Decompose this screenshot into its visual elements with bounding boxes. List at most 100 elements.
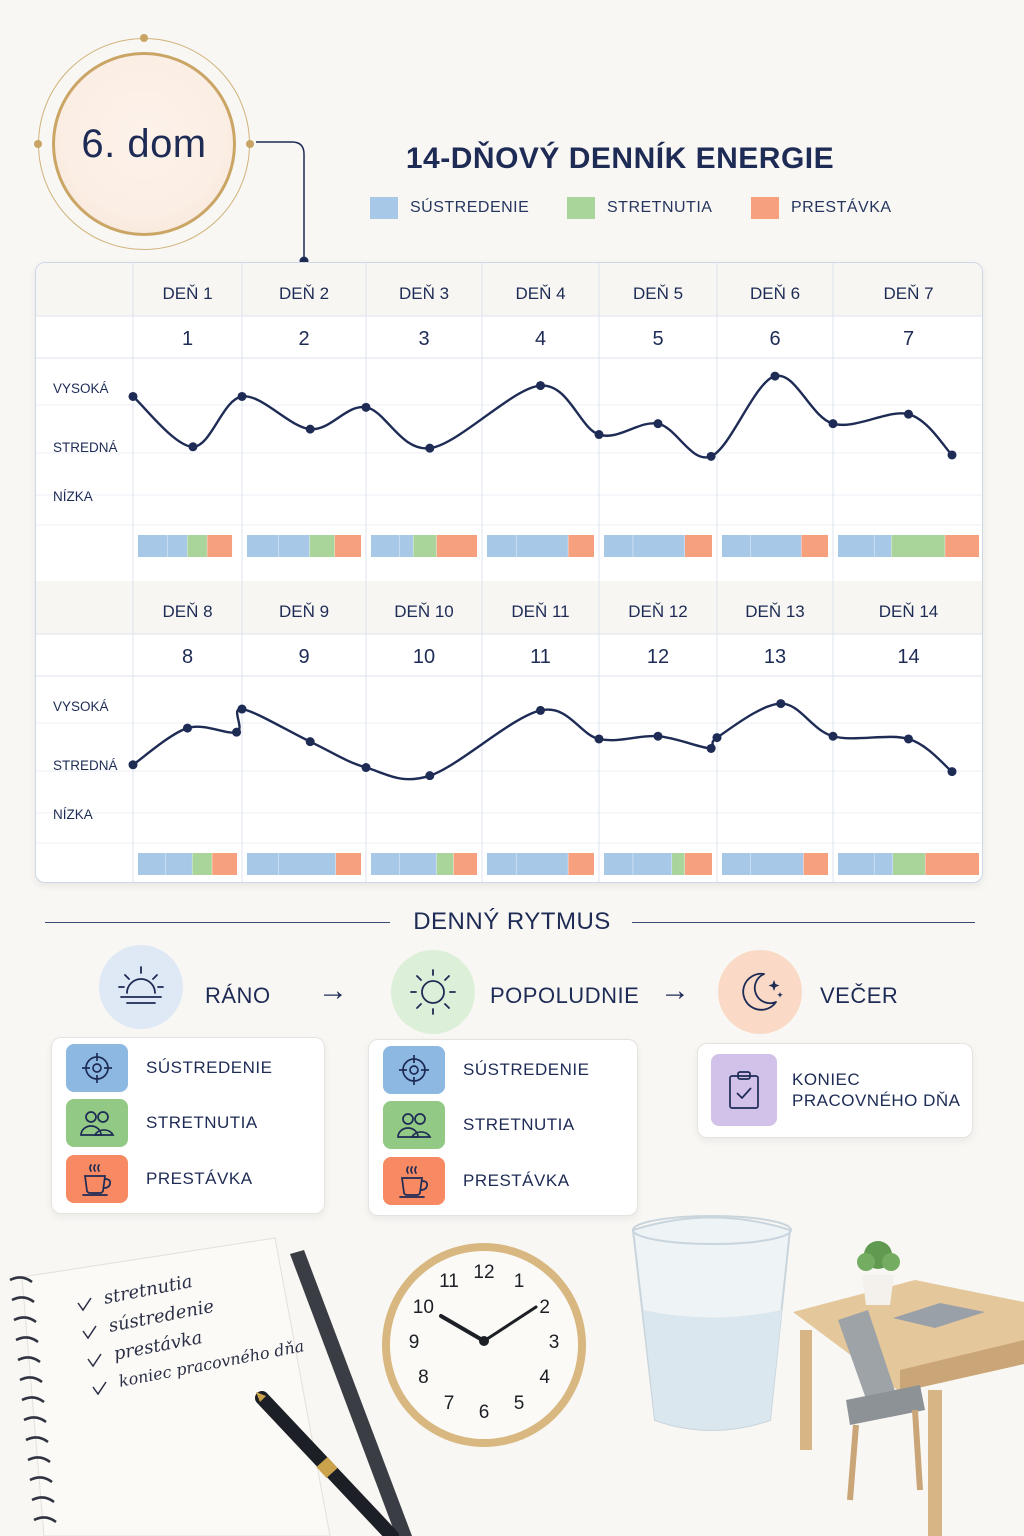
morning-item-meetings-label: STRETNUTIA <box>146 1113 258 1132</box>
notebook-illustration <box>9 1237 412 1536</box>
activity-segment <box>685 535 712 557</box>
activity-segment <box>436 853 454 875</box>
clock-number: 1 <box>513 1271 525 1293</box>
energy-point <box>828 731 838 741</box>
evening-item-line2: PRACOVNÉHO DŇA <box>792 1091 961 1110</box>
desk-scene-illustration <box>9 1215 1024 1536</box>
phase-evening-label: VEČER <box>820 983 899 1008</box>
day-number: 3 <box>418 328 429 350</box>
energy-point <box>653 419 663 429</box>
house-badge: 6. dom <box>34 34 254 250</box>
day-number: 12 <box>647 646 669 668</box>
day-label: DEŇ 2 <box>279 284 329 303</box>
afternoon-card: SÚSTREDENIE STRETNUTIA PRESTÁVKA <box>368 1039 638 1216</box>
activity-segment <box>371 535 400 557</box>
phase-morning-label: RÁNO <box>205 983 271 1008</box>
activity-segment <box>874 535 892 557</box>
activity-segment <box>453 853 477 875</box>
day-header-row <box>36 263 982 316</box>
activity-segment <box>838 853 875 875</box>
activity-segment <box>207 535 233 557</box>
moon-icon <box>718 950 802 1034</box>
activity-segment <box>192 853 213 875</box>
activity-segment <box>309 535 335 557</box>
morning-item-focus: SÚSTREDENIE <box>66 1044 272 1092</box>
activity-segment <box>516 853 569 875</box>
energy-point <box>904 734 913 744</box>
rhythm-divider-right <box>632 922 975 923</box>
energy-point <box>947 450 957 460</box>
activity-segment <box>892 853 926 875</box>
energy-point <box>828 419 838 429</box>
legend-meetings-label: STRETNUTIA <box>607 199 713 216</box>
coffee-icon <box>66 1155 128 1203</box>
day-number: 13 <box>764 646 786 668</box>
energy-level-label: NÍZKA <box>53 807 93 822</box>
activity-segment <box>212 853 237 875</box>
activity-segment <box>801 535 828 557</box>
energy-point <box>904 409 913 419</box>
day-label: DEŇ 5 <box>633 284 683 303</box>
day-label: DEŇ 6 <box>750 284 800 303</box>
activity-segment <box>487 853 517 875</box>
clock-number: 5 <box>513 1392 525 1414</box>
activity-segment <box>568 853 594 875</box>
sun-icon <box>391 950 475 1034</box>
arrow-right-icon: → <box>660 974 690 1007</box>
day-label: DEŇ 11 <box>511 602 569 621</box>
morning-item-focus-label: SÚSTREDENIE <box>146 1058 273 1077</box>
arrow-right-icon: → <box>318 974 348 1007</box>
day-number: 8 <box>182 646 193 668</box>
energy-point <box>594 430 604 440</box>
energy-level-label: NÍZKA <box>53 489 93 504</box>
activity-segment <box>138 853 166 875</box>
activity-segment <box>516 535 569 557</box>
activity-segment <box>685 853 712 875</box>
morning-item-break-label: PRESTÁVKA <box>146 1169 253 1188</box>
energy-point <box>183 723 192 733</box>
clock-number: 4 <box>539 1367 550 1388</box>
rhythm-divider-left <box>45 922 390 923</box>
day-number: 6 <box>769 328 780 350</box>
clock-number: 3 <box>548 1332 560 1353</box>
activity-segment <box>413 535 437 557</box>
energy-point <box>305 424 315 434</box>
energy-point <box>653 731 663 741</box>
energy-point <box>237 391 247 401</box>
desk-illustration <box>793 1241 1024 1536</box>
sunrise-icon <box>99 945 183 1029</box>
activity-segment <box>750 535 802 557</box>
target-icon <box>383 1046 445 1094</box>
clock-number: 12 <box>473 1262 495 1283</box>
energy-point <box>232 727 242 737</box>
badge-inner-circle <box>52 52 236 236</box>
legend-focus: SÚSTREDENIE <box>370 196 529 220</box>
energy-point <box>361 402 371 412</box>
clock-illustration <box>382 1243 586 1447</box>
activity-segment <box>278 535 310 557</box>
day-label: DEŇ 13 <box>745 602 805 621</box>
energy-point <box>425 771 435 781</box>
activity-segment <box>722 535 751 557</box>
badge-dot-right <box>246 140 254 148</box>
energy-point <box>128 391 138 401</box>
day-number: 1 <box>182 328 193 350</box>
target-icon <box>66 1044 128 1092</box>
energy-level-label: STREDNÁ <box>53 758 118 773</box>
day-number: 2 <box>298 328 309 350</box>
energy-point <box>594 734 604 744</box>
day-label: DEŇ 12 <box>628 602 688 621</box>
activity-segment <box>436 535 477 557</box>
badge-dot-top <box>140 34 148 42</box>
legend-focus-swatch <box>370 197 398 219</box>
evening-card: KONIEC PRACOVNÉHO DŇA <box>697 1043 973 1138</box>
activity-segment <box>633 535 685 557</box>
activity-segment <box>874 853 893 875</box>
clock-number: 2 <box>539 1297 550 1318</box>
legend-break-swatch <box>751 197 779 219</box>
activity-segment <box>399 535 414 557</box>
energy-point <box>237 704 247 714</box>
day-number: 7 <box>903 328 914 350</box>
activity-segment <box>487 535 517 557</box>
